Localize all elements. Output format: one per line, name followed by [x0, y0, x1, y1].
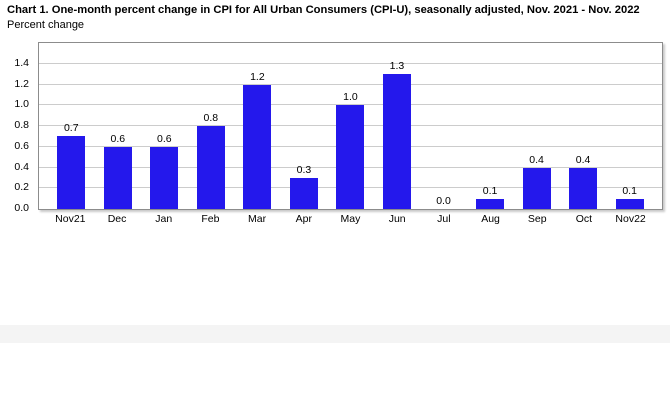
bar — [382, 74, 411, 209]
bar-slot: 0.6 — [95, 43, 142, 209]
y-axis-unit-label: Percent change — [7, 19, 85, 31]
bar — [569, 167, 598, 209]
bar-value-label: 1.3 — [389, 60, 405, 73]
x-tick-label: Jun — [388, 213, 406, 225]
x-tick-label: Jan — [155, 213, 173, 225]
bar-slot: 0.8 — [188, 43, 235, 209]
y-tick-label: 0.2 — [14, 181, 29, 194]
bar — [150, 146, 179, 209]
x-tick-label: Nov22 — [615, 213, 646, 225]
bar-value-label: 0.0 — [436, 195, 451, 207]
bar-value-label: 0.8 — [203, 112, 219, 124]
bar-series: 0.7 0.6 0.6 0.8 1.2 0.3 1.0 1.3 0.0 0.1 0.4 0.4 0.1 — [39, 43, 662, 209]
bar — [522, 167, 551, 209]
x-axis-labels: Nov21 Dec Jan Feb Mar Apr May Jun Jul Aug Sep Oct No… — [38, 212, 663, 226]
bar-value-label: 0.4 — [529, 153, 544, 166]
bar-value-label: 0.7 — [63, 122, 79, 135]
bar-slot: 0.4 — [560, 43, 607, 209]
bar-slot: 0.1 — [467, 43, 514, 209]
y-axis: 0.0 0.2 0.4 0.6 0.8 1.0 1.2 1.4 — [0, 42, 33, 214]
y-tick-label: 0.6 — [14, 139, 29, 152]
x-tick-label: Feb — [201, 213, 220, 225]
bar — [196, 126, 225, 209]
x-tick-label: Dec — [107, 213, 127, 225]
gridline — [39, 104, 662, 106]
bar — [243, 84, 272, 209]
x-tick-label: May — [340, 213, 361, 225]
bar-slot: 0.1 — [606, 43, 653, 209]
x-tick-label: Oct — [575, 213, 593, 225]
y-tick-label: 0.8 — [14, 119, 29, 131]
x-tick-label: Jul — [437, 213, 451, 225]
bar-value-label: 0.6 — [157, 132, 172, 145]
bar-slot: 0.6 — [141, 43, 188, 209]
x-tick-label: Aug — [481, 213, 500, 225]
x-tick-label: Apr — [295, 213, 312, 225]
bar — [289, 177, 318, 209]
x-tick-label: Sep — [527, 213, 547, 225]
bar-value-label: 0.4 — [575, 153, 591, 166]
bar — [615, 198, 644, 209]
bar-value-label: 0.6 — [110, 132, 126, 145]
bar-slot: 1.2 — [234, 43, 281, 209]
bar-value-label: 0.1 — [482, 184, 498, 197]
bar-value-label: 0.1 — [622, 184, 637, 197]
y-tick-label: 1.4 — [14, 56, 29, 69]
chart-title: Chart 1. One-month percent change in CPI… — [7, 4, 640, 16]
bar-slot: 0.0 — [420, 43, 467, 209]
bar — [336, 105, 365, 209]
bar — [57, 136, 86, 209]
y-tick-label: 0.4 — [14, 160, 29, 173]
bar-slot: 0.4 — [513, 43, 560, 209]
bar-slot: 0.7 — [48, 43, 95, 209]
x-tick-label: Nov21 — [55, 213, 86, 225]
gridline — [39, 62, 662, 64]
bar — [103, 146, 132, 209]
bar-slot: 1.0 — [327, 43, 374, 209]
bar-value-label: 1.2 — [250, 70, 265, 83]
footer-band — [0, 325, 670, 343]
plot-area: 0.7 0.6 0.6 0.8 1.2 0.3 1.0 1.3 0.0 0.1 0.4 0.4 0.1 — [38, 42, 663, 210]
gridline — [39, 83, 662, 85]
bar-slot: 0.3 — [281, 43, 328, 209]
bar — [476, 198, 505, 209]
y-tick-label: 0.0 — [14, 202, 29, 214]
bar-slot: 1.3 — [374, 43, 421, 209]
x-tick-label: Mar — [248, 213, 267, 225]
y-tick-label: 1.0 — [14, 98, 29, 111]
bar-value-label: 1.0 — [343, 91, 358, 104]
bar-value-label: 0.3 — [296, 163, 312, 176]
y-tick-label: 1.2 — [14, 77, 29, 90]
